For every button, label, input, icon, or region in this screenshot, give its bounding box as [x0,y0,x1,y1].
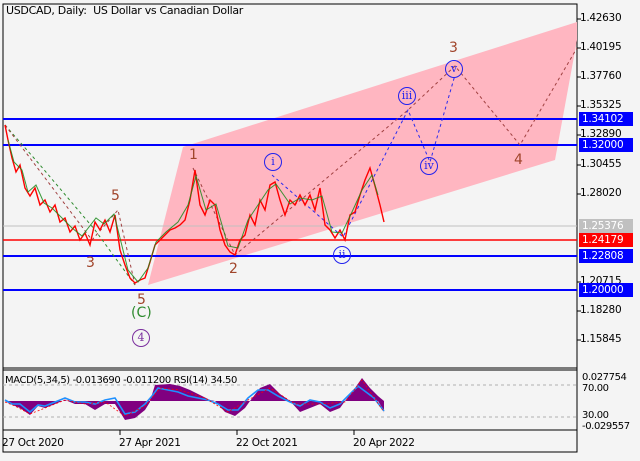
wave-label-i: i [264,153,282,171]
price-tick: 1.30455 [580,158,622,170]
indicator-axis-30: 30.00 [582,410,609,421]
wave-label-C: (C) [131,305,152,321]
wave-label-3-prior: 3 [86,255,95,271]
wave-label-5: 5 [137,292,146,308]
wave-label-1: 1 [189,147,198,163]
current-price-tag: 1.25376 [579,219,633,233]
wave-label-iii: iii [398,87,416,105]
date-tick: 27 Oct 2020 [2,437,64,449]
wave-lines [4,47,578,286]
forecast-channel [148,22,577,285]
wave-label-circled-4: 4 [132,329,150,347]
level-tag-1.34102: 1.34102 [579,112,633,126]
indicator-axis-min: -0.029557 [582,421,630,432]
indicator-axis-max: 0.027754 [582,372,627,383]
price-tick: 1.18280 [580,304,622,316]
level-tag-1.22808: 1.22808 [579,249,633,263]
price-tick: 1.28020 [580,187,622,199]
main-pane-frame [2,3,578,453]
indicator-axis-70: 70.00 [582,383,609,394]
indicator-pane [3,378,577,420]
price-series [4,124,385,284]
price-tick: 1.32890 [580,128,622,140]
price-tick: 1.42630 [580,12,622,24]
wave-label-2: 2 [229,261,238,277]
wave-label-v: v [445,60,463,78]
level-tag-1.24179: 1.24179 [579,233,633,247]
level-tag-1.20000: 1.20000 [579,283,633,297]
wave-label-3-forecast: 3 [449,40,458,56]
level-tag-1.32000: 1.32000 [579,138,633,152]
wave-label-iv: iv [420,157,438,175]
level-lines [3,118,577,291]
price-tick: 1.15845 [580,333,622,345]
price-axis-ticks [2,18,581,435]
indicator-label: MACD(5,34,5) -0.013690 -0.011200 RSI(14)… [5,375,237,386]
price-tick: 1.37760 [580,70,622,82]
date-tick: 20 Apr 2022 [353,437,415,449]
wave-label-4-prior: 5 [111,188,120,204]
price-tick: 1.40195 [580,41,622,53]
wave-label-ii: ii [333,246,351,264]
wave-label-4-forecast: 4 [514,152,523,168]
date-tick: 22 Oct 2021 [236,437,298,449]
date-tick: 27 Apr 2021 [119,437,181,449]
price-tick: 1.35325 [580,99,622,111]
chart-title: USDCAD, Daily: US Dollar vs Canadian Dol… [6,4,244,17]
